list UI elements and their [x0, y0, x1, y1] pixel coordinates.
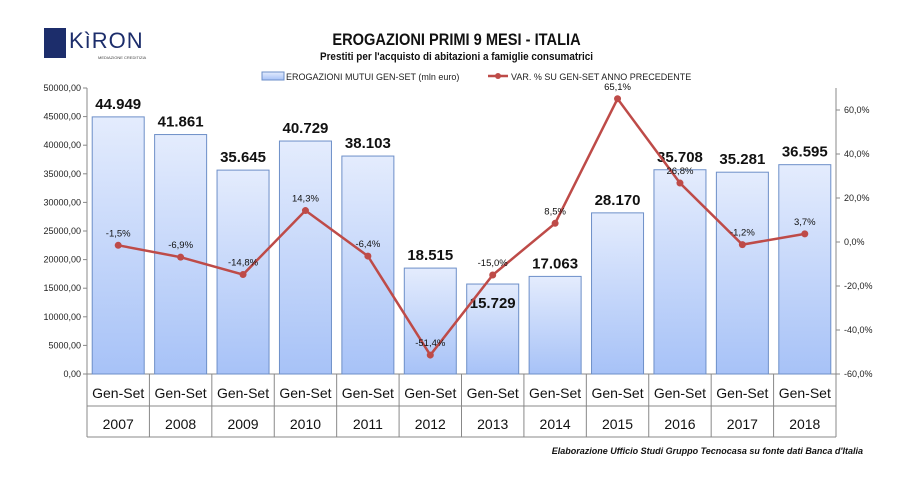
bar-value-label: 35.708 — [657, 149, 703, 166]
line-point-2014 — [551, 219, 559, 227]
line-value-label: -6,4% — [355, 239, 380, 250]
x-category-prefix: Gen-Set — [404, 385, 456, 401]
bar-2018 — [778, 164, 832, 375]
x-category-prefix: Gen-Set — [92, 385, 144, 401]
line-point-2015 — [614, 95, 622, 103]
left-tick-label: 0,00 — [63, 369, 81, 379]
line-point-2009 — [239, 271, 247, 279]
x-category-label: 2015 — [602, 416, 633, 432]
line-value-label: 26,8% — [666, 166, 693, 177]
logo-text: KìRON — [69, 28, 144, 53]
line-point-2008 — [177, 253, 185, 261]
bar-value-label: 15.729 — [470, 295, 516, 312]
legend-line-label: VAR. % SU GEN-SET ANNO PRECEDENTE — [511, 72, 691, 82]
legend-line-marker — [495, 73, 501, 79]
right-tick-label: 20,0% — [844, 193, 870, 203]
chart-subtitle: Prestiti per l'acquisto di abitazioni a … — [319, 51, 594, 63]
line-point-2013 — [489, 271, 497, 279]
x-category-prefix: Gen-Set — [342, 385, 394, 401]
line-value-label: 8,5% — [544, 206, 566, 217]
line-value-label: -1,5% — [106, 228, 131, 239]
bar-value-label: 41.861 — [158, 114, 204, 131]
left-tick-label: 50000,00 — [43, 83, 81, 93]
bar-2016 — [653, 169, 707, 375]
x-category-label: 2018 — [789, 416, 820, 432]
line-point-2018 — [801, 230, 809, 238]
line-value-label: 65,1% — [604, 82, 631, 93]
right-tick-label: -40,0% — [844, 325, 873, 335]
bar-2010 — [278, 140, 332, 375]
bar-2014 — [528, 275, 582, 375]
x-category-label: 2012 — [415, 416, 446, 432]
bar-value-label: 28.170 — [595, 192, 641, 209]
x-category-prefix: Gen-Set — [654, 385, 706, 401]
x-category-label: 2007 — [103, 416, 134, 432]
bar-2011 — [341, 155, 395, 375]
right-tick-label: 60,0% — [844, 105, 870, 115]
x-category-prefix: Gen-Set — [716, 385, 768, 401]
left-tick-label: 30000,00 — [43, 197, 81, 207]
x-category-prefix: Gen-Set — [279, 385, 331, 401]
bar-2017 — [715, 171, 769, 375]
line-point-2011 — [364, 252, 372, 260]
bar-value-label: 18.515 — [407, 247, 453, 264]
line-point-2012 — [426, 351, 434, 359]
x-category-prefix: Gen-Set — [217, 385, 269, 401]
bar-value-label: 17.063 — [532, 255, 578, 272]
bar-value-label: 36.595 — [782, 144, 828, 161]
left-tick-label: 20000,00 — [43, 255, 81, 265]
x-category-label: 2008 — [165, 416, 196, 432]
left-tick-label: 45000,00 — [43, 112, 81, 122]
line-value-label: -51,4% — [415, 338, 446, 349]
x-category-label: 2010 — [290, 416, 321, 432]
x-category-label: 2011 — [353, 416, 383, 432]
x-category-prefix: Gen-Set — [155, 385, 207, 401]
bar-value-label: 44.949 — [95, 96, 141, 113]
legend-bar-label: EROGAZIONI MUTUI GEN-SET (mln euro) — [286, 72, 459, 82]
x-category-label: 2016 — [664, 416, 695, 432]
bar-value-label: 35.645 — [220, 149, 266, 166]
right-tick-label: -60,0% — [844, 369, 873, 379]
kiron-logo: KìRON MEDIAZIONE CREDITIZIA — [44, 28, 164, 64]
line-value-label: -6,9% — [168, 240, 193, 251]
x-category-label: 2017 — [727, 416, 758, 432]
line-value-label: -15,0% — [478, 258, 509, 269]
right-tick-label: -20,0% — [844, 281, 873, 291]
legend-bar-swatch — [261, 71, 285, 81]
x-category-label: 2014 — [540, 416, 571, 432]
right-tick-label: 0,0% — [844, 237, 865, 247]
chart-title: EROGAZIONI PRIMI 9 MESI - ITALIA — [332, 30, 581, 49]
left-tick-label: 40000,00 — [43, 140, 81, 150]
x-category-label: 2013 — [477, 416, 508, 432]
x-category-prefix: Gen-Set — [779, 385, 831, 401]
x-category-prefix: Gen-Set — [467, 385, 519, 401]
bar-value-label: 38.103 — [345, 135, 391, 152]
line-point-2007 — [114, 241, 122, 249]
x-category-prefix: Gen-Set — [529, 385, 581, 401]
line-value-label: 3,7% — [794, 217, 816, 228]
line-point-2017 — [738, 241, 746, 249]
line-value-label: -14,8% — [228, 258, 259, 269]
x-category-prefix: Gen-Set — [591, 385, 643, 401]
logo-mark-icon — [44, 28, 66, 58]
left-tick-label: 15000,00 — [43, 283, 81, 293]
right-tick-label: 40,0% — [844, 149, 870, 159]
logo-subtext: MEDIAZIONE CREDITIZIA — [98, 55, 147, 60]
line-value-label: 14,3% — [292, 194, 319, 205]
source-note: Elaborazione Ufficio Studi Gruppo Tecnoc… — [551, 446, 863, 456]
bar-value-label: 35.281 — [719, 151, 765, 168]
line-point-2016 — [676, 179, 684, 187]
left-tick-label: 35000,00 — [43, 169, 81, 179]
bar-value-label: 40.729 — [283, 120, 329, 137]
line-point-2010 — [301, 207, 309, 215]
left-tick-label: 5000,00 — [48, 340, 81, 350]
bar-2015 — [591, 212, 645, 375]
left-tick-label: 25000,00 — [43, 226, 81, 236]
left-tick-label: 10000,00 — [43, 312, 81, 322]
line-series-var-pct — [117, 96, 806, 358]
x-category-label: 2009 — [227, 416, 258, 432]
line-value-label: -1,2% — [730, 228, 755, 239]
